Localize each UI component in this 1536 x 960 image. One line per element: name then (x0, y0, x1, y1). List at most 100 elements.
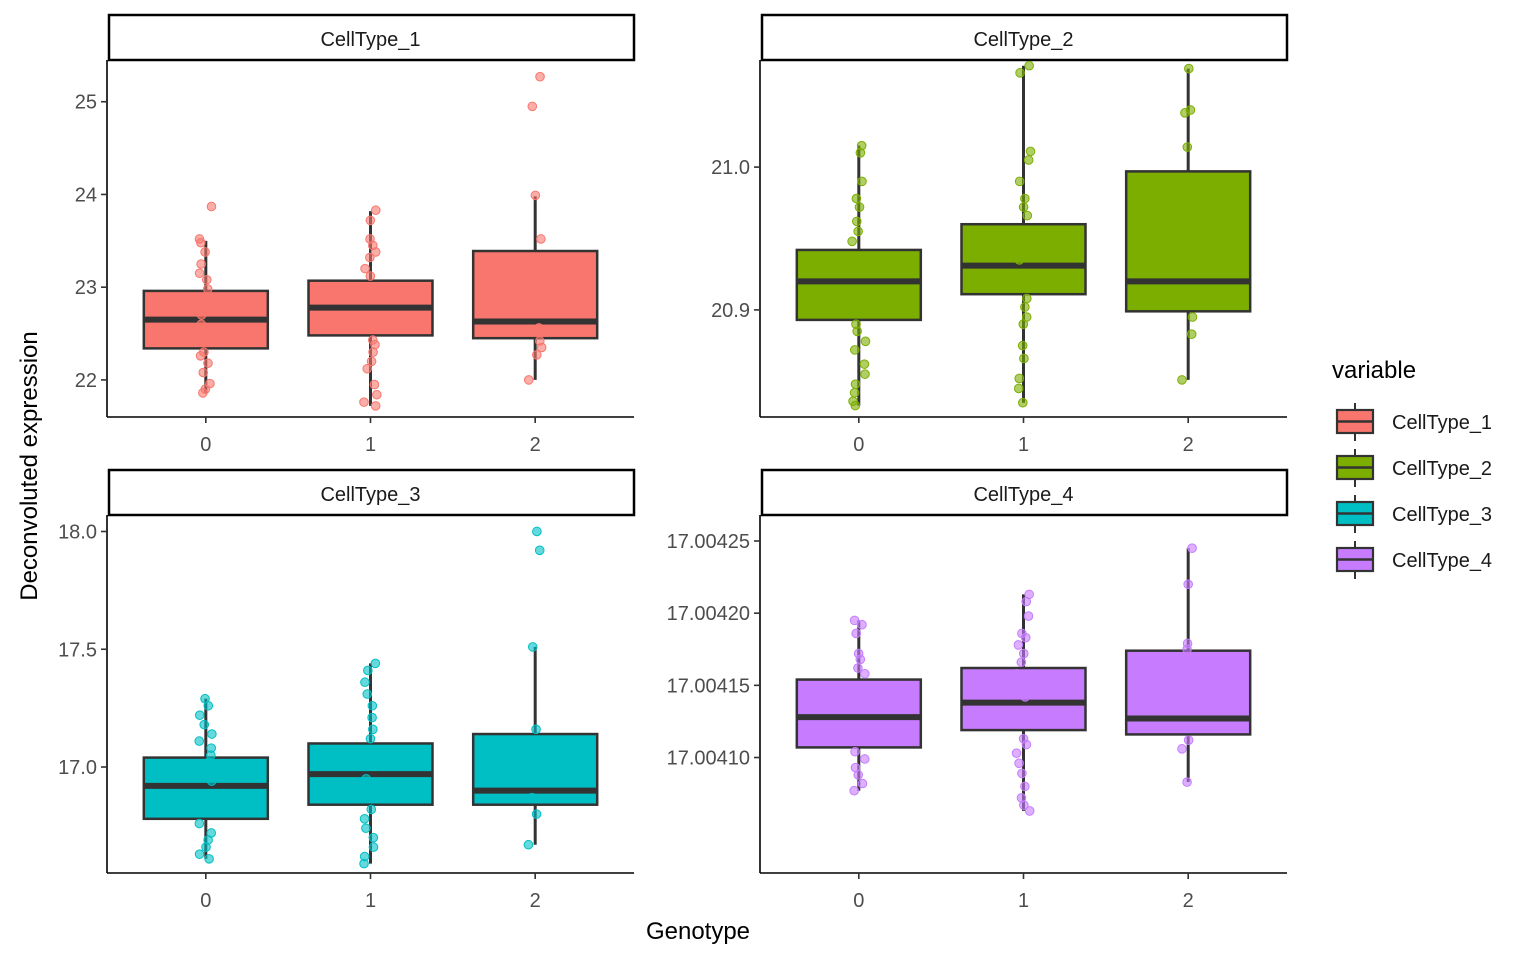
y-tick-label: 17.0 (58, 757, 97, 779)
data-point (369, 748, 379, 758)
data-point (370, 401, 381, 411)
data-point (1017, 768, 1027, 779)
data-point (1014, 758, 1024, 769)
data-point (527, 792, 537, 803)
data-point (1019, 800, 1029, 810)
data-point (360, 263, 370, 274)
data-point (195, 336, 205, 346)
box-body (1124, 170, 1252, 313)
data-point (203, 700, 214, 711)
x-tick-label: 2 (530, 890, 541, 912)
data-point (365, 733, 376, 744)
data-point (200, 247, 210, 257)
data-point (1023, 611, 1034, 621)
data-point (859, 754, 870, 764)
data-point (1013, 640, 1024, 650)
data-point (1022, 210, 1033, 221)
data-point (851, 193, 862, 204)
data-point (1013, 383, 1024, 394)
data-point (1017, 712, 1028, 722)
data-point (859, 359, 870, 369)
data-point (849, 345, 860, 355)
data-point (855, 654, 866, 665)
data-point (361, 773, 371, 784)
data-point (859, 287, 870, 298)
data-point (1182, 644, 1192, 655)
legend-label: CellType_2 (1392, 458, 1492, 480)
data-point (850, 379, 861, 389)
data-point (368, 842, 379, 852)
data-point (207, 729, 217, 739)
box-group-genotype-2 (1124, 543, 1252, 787)
box-group-genotype-1 (960, 60, 1087, 408)
y-tick-label: 22 (75, 370, 97, 392)
x-tick-label: 1 (365, 434, 376, 456)
x-tick-label: 1 (1018, 890, 1029, 912)
y-tick-label: 17.5 (58, 639, 97, 661)
data-point (527, 101, 538, 112)
data-point (855, 148, 866, 158)
legend-item-celltype-1: CellType_1 (1335, 403, 1492, 441)
data-point (205, 296, 216, 306)
data-point (1183, 735, 1194, 745)
legend-item-celltype-3: CellType_3 (1335, 495, 1492, 533)
data-point (1024, 60, 1034, 71)
data-point (534, 323, 544, 333)
data-point (196, 310, 207, 320)
data-point (530, 190, 541, 201)
data-point (194, 818, 205, 829)
panel-celltype-3: CellType_3 17.0 17.5 18.0 0 1 2 (58, 468, 636, 912)
data-point (1018, 202, 1029, 212)
data-point (860, 683, 871, 694)
legend-title: variable (1332, 357, 1416, 384)
data-point (853, 226, 863, 237)
data-point (1021, 596, 1032, 607)
y-tick-label: 23 (75, 277, 97, 299)
data-point (368, 832, 379, 843)
data-point (194, 268, 205, 279)
data-point (370, 247, 381, 257)
y-tick-label: 25 (75, 92, 97, 114)
data-point (204, 757, 214, 768)
data-point (1020, 632, 1031, 643)
data-point (852, 692, 863, 702)
data-point (1021, 739, 1032, 750)
data-point (1180, 108, 1190, 118)
panel-strip-label: CellType_4 (973, 484, 1073, 506)
data-point (206, 795, 217, 805)
box-group-genotype-2 (471, 526, 599, 850)
y-tick-label: 18.0 (58, 521, 97, 543)
data-point (365, 252, 375, 263)
data-point (1016, 657, 1027, 668)
y-tick-label: 17.00410 (667, 748, 750, 770)
y-axis-title: Deconvoluted expression (16, 331, 43, 601)
panel-strip (107, 13, 636, 62)
data-point (362, 689, 373, 699)
data-point (198, 367, 209, 378)
data-point (1023, 155, 1034, 165)
data-point (367, 712, 377, 723)
data-point (194, 710, 205, 720)
data-point (849, 615, 860, 626)
legend-label: CellType_1 (1392, 412, 1492, 434)
box-group-genotype-2 (1124, 63, 1252, 385)
box-group-genotype-0 (795, 615, 923, 796)
data-point (202, 284, 213, 294)
data-point (1020, 193, 1030, 204)
data-point (196, 319, 207, 330)
data-point (535, 71, 545, 82)
data-point (194, 849, 205, 859)
data-point (372, 389, 382, 400)
y-tick-label: 17.00420 (667, 603, 750, 625)
data-point (359, 397, 369, 407)
data-point (860, 265, 871, 275)
data-point (1022, 293, 1032, 304)
box-body (1124, 649, 1252, 736)
data-point (1183, 63, 1194, 74)
data-point (363, 665, 373, 676)
data-point (365, 215, 376, 226)
data-point (860, 369, 870, 379)
data-point (852, 326, 862, 337)
panel-celltype-4: CellType_4 17.00410 17.00415 17.00420 17.004… (667, 468, 1289, 912)
